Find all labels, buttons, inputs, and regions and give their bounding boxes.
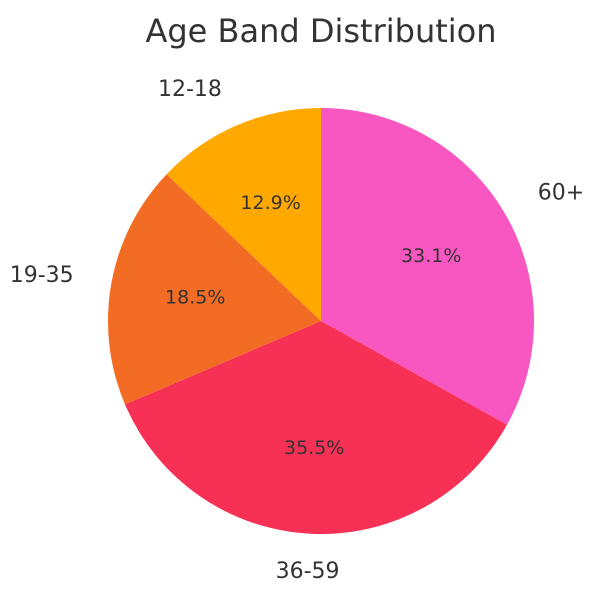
pie-slice-36-59 xyxy=(124,321,508,534)
percent-labels: 33.1% 35.5% 18.5% 12.9% xyxy=(165,192,461,459)
slice-label-60+: 60+ xyxy=(538,181,584,206)
pie-slice-12-18 xyxy=(166,108,321,321)
pie-slices xyxy=(108,108,534,534)
percent-label-36-59: 35.5% xyxy=(284,437,344,459)
percent-label-60+: 33.1% xyxy=(401,245,461,267)
slice-label-36-59: 36-59 xyxy=(276,559,340,584)
pie-slice-19-35 xyxy=(108,174,322,405)
pie-slice-60+ xyxy=(321,108,534,425)
slice-labels: 60+ 36-59 19-35 12-18 xyxy=(10,77,584,584)
percent-label-19-35: 18.5% xyxy=(165,287,225,309)
chart-title: Age Band Distribution xyxy=(145,12,496,50)
slice-label-12-18: 12-18 xyxy=(158,77,222,102)
slice-label-19-35: 19-35 xyxy=(10,263,74,288)
percent-label-12-18: 12.9% xyxy=(240,192,300,214)
